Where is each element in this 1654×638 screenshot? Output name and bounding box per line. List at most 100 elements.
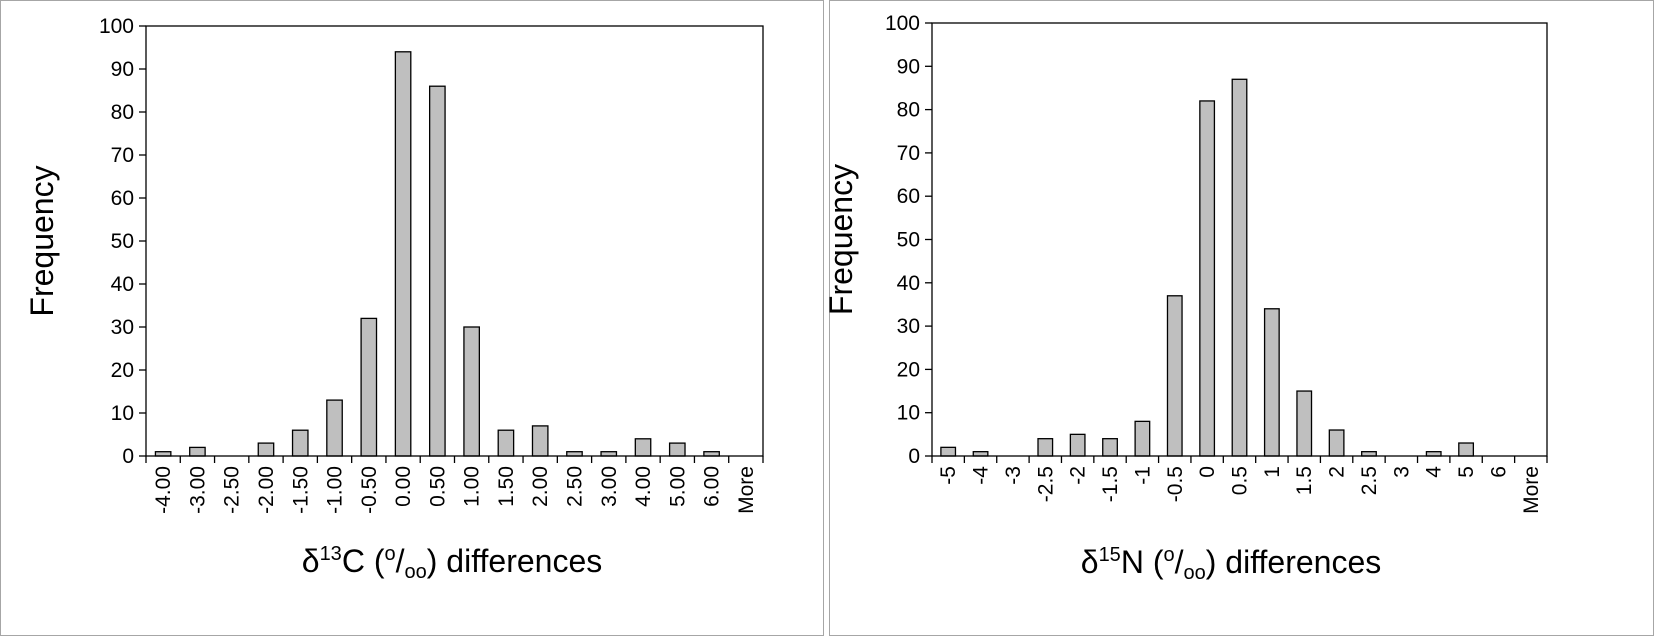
bar-5.00 [668,442,686,457]
x-tick-label: 1.50 [495,466,518,507]
y-tick-label: 0 [122,445,134,468]
x-tick-label: More [735,466,758,514]
x-tick-label: 2.50 [563,466,586,507]
x-tick-label: -3 [1002,466,1025,485]
x-tick-label: -0.5 [1164,466,1187,502]
x-tick-label: 6.00 [701,466,724,507]
xlabel-element: N ( [1121,544,1164,580]
histogram-d13c: 0 10 20 30 40 50 60 70 80 90 100 -4.00 -3.00 -2.50 -2… [24,15,764,583]
bar-1.50 [497,429,515,457]
x-axis: -5 -4 -3 -2.5 -2 -1.5 -1 -0.5 0 0.5 1 1.5 2 2.5 3 4 5 6 Mo… [931,456,1548,514]
x-tick-label: -1.5 [1099,466,1122,502]
x-tick-label: 4.00 [632,466,655,507]
y-tick-label: 60 [111,187,134,210]
x-tick-label: 0.5 [1229,466,1252,495]
y-tick-label: 70 [111,144,134,167]
x-axis: -4.00 -3.00 -2.50 -2.00 -1.50 -1.00 -0.50 0.00 0… [145,456,764,514]
bar-0.50 [428,85,446,457]
x-axis-label: δ15N (o/oo) differences [1081,544,1381,584]
bar--5 [940,446,957,457]
x-tick-label: -4 [970,466,993,485]
y-tick-label: 40 [897,272,920,295]
x-tick-label: -4.00 [152,466,175,514]
y-tick-label: 30 [897,315,920,338]
bar-0.5 [1231,78,1248,457]
xlabel-prefix: δ [302,543,320,579]
bar--1.50 [291,429,309,457]
x-tick-label: 0.50 [426,466,449,507]
y-tick-label: 90 [111,58,134,81]
x-tick-label: 5 [1455,466,1478,478]
bar-0.00 [394,51,412,457]
x-tick-label: -2.00 [255,466,278,514]
bar-1.5 [1296,390,1313,457]
y-axis: 0 10 20 30 40 50 60 70 80 90 100 [885,12,932,468]
xlabel-suffix: ) differences [427,543,603,579]
bar-2.00 [531,425,549,457]
y-tick-label: 50 [897,229,920,252]
xlabel-isotope-sup: 13 [320,543,342,565]
y-tick-label: 20 [111,359,134,382]
xlabel-slash: / [1175,544,1184,580]
chart-panel-d15n: 0 10 20 30 40 50 60 70 80 90 100 -5 -4 -3 -2.5 -2 -1.5-… [823,0,1654,636]
y-tick-label: 30 [111,316,134,339]
x-tick-label: -2 [1067,466,1090,485]
x-tick-label: 2 [1326,466,1349,478]
x-tick-label: 3.00 [598,466,621,507]
bar-1.00 [463,326,481,457]
xlabel-unit-sup: o [1163,544,1174,566]
bar--0.5 [1166,295,1183,457]
x-tick-label: -1.50 [289,466,312,514]
x-tick-label: 2.00 [529,466,552,507]
bar-4.00 [634,438,652,457]
bar--2.00 [257,442,275,457]
bar-1 [1263,308,1280,457]
xlabel-unit-sub: oo [1183,562,1205,584]
y-axis: 0 10 20 30 40 50 60 70 80 90 100 [99,15,146,468]
x-tick-label: -3.00 [186,466,209,514]
x-tick-label: 1 [1261,466,1284,478]
y-tick-label: 10 [111,402,134,425]
bar--0.50 [360,317,378,457]
xlabel-unit-sub: oo [404,561,426,583]
bar-5 [1458,442,1475,457]
xlabel-unit-sup: o [384,543,395,565]
xlabel-slash: / [396,543,405,579]
x-tick-label: -1.00 [324,466,347,514]
xlabel-element: C ( [342,543,385,579]
y-axis-label: Frequency [823,164,859,315]
bar--2 [1069,433,1086,457]
x-axis-label: δ13C (o/oo) differences [302,543,602,583]
bars-group [940,78,1475,457]
bar--1.00 [326,399,343,457]
x-tick-label: More [1520,466,1543,514]
bar--3.00 [189,446,206,457]
xlabel-isotope-sup: 15 [1099,544,1121,566]
x-tick-label: 2.5 [1358,466,1381,495]
x-tick-label: -0.50 [358,466,381,514]
bar--1 [1134,420,1151,457]
y-axis-label: Frequency [24,165,60,316]
chart-panel-d13c: 0 10 20 30 40 50 60 70 80 90 100 -4.00 -3.00 -2.50 -2… [0,0,824,636]
x-tick-label: 1.00 [461,466,484,507]
y-tick-label: 70 [897,142,920,165]
y-tick-label: 80 [111,101,134,124]
bar--1.5 [1102,438,1118,457]
y-tick-label: 0 [908,445,920,468]
xlabel-suffix: ) differences [1206,544,1382,580]
x-tick-label: -1 [1131,466,1154,485]
bar--2.5 [1037,438,1054,457]
bars-group [154,51,720,457]
y-tick-label: 10 [897,402,920,425]
x-tick-label: -2.50 [221,466,244,514]
x-tick-label: 4 [1423,466,1446,478]
x-tick-label: -5 [937,466,960,485]
x-tick-label: 0.00 [392,466,415,507]
x-tick-label: 3 [1390,466,1413,478]
x-tick-label: 1.5 [1293,466,1316,495]
y-tick-label: 80 [897,99,920,122]
plot-frame [145,25,764,457]
y-tick-label: 40 [111,273,134,296]
y-tick-label: 100 [885,12,920,35]
